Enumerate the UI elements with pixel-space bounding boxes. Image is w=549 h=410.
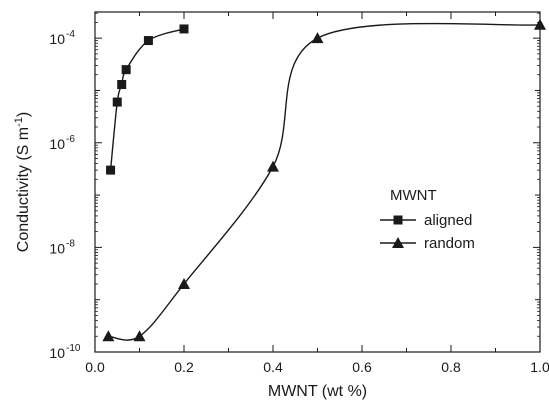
y-tick-base: 10 (49, 136, 65, 152)
y-tick-exponent: -6 (66, 134, 75, 145)
legend-title: MWNT (390, 187, 437, 204)
y-tick-label: 10 (49, 240, 65, 256)
marker-random (178, 277, 190, 289)
x-tick-label: 0.0 (85, 359, 105, 375)
marker-random (102, 330, 115, 342)
marker-random (133, 330, 146, 342)
fit-curves (108, 22, 541, 341)
x-tick-label: 0.4 (263, 359, 283, 375)
plot-frame (94, 11, 541, 353)
y-tick-base: 10 (49, 240, 65, 256)
x-tick-label: 1.0 (530, 359, 549, 375)
marker-aligned (143, 36, 153, 46)
y-tick-exponent: -4 (66, 29, 75, 40)
data-markers (102, 18, 546, 342)
marker-random (267, 160, 279, 172)
marker-aligned (121, 65, 131, 75)
x-tick-label: 0.8 (441, 359, 461, 375)
y-axis-title-main: Conductivity (S m (15, 127, 32, 252)
y-tick-exponent: -8 (66, 238, 75, 249)
y-axis-title-exponent: -1 (13, 117, 25, 127)
x-tick-label: 0.2 (174, 359, 194, 375)
y-tick-label: 10 (49, 345, 65, 361)
y-tick-exponent: -10 (66, 343, 81, 354)
marker-aligned (117, 80, 127, 90)
marker-aligned (179, 24, 189, 34)
y-tick-base: 10 (49, 31, 65, 47)
x-axis-title: MWNT (wt %) (268, 383, 367, 400)
marker-aligned (112, 97, 122, 107)
legend-label-random: random (424, 235, 475, 252)
x-tick-label: 0.6 (352, 359, 372, 375)
legend-label-aligned: aligned (424, 212, 472, 229)
marker-random (534, 18, 546, 30)
marker-aligned (106, 165, 116, 175)
y-axis-title: Conductivity (S m-1) (13, 112, 32, 252)
legend-marker-aligned (393, 215, 403, 225)
y-tick-label: 10 (49, 31, 65, 47)
marker-random (311, 32, 324, 44)
series-curve-random (108, 22, 541, 341)
legend-marker-random (392, 237, 404, 248)
legend: MWNT aligned random (380, 187, 475, 252)
y-axis-title-close: ) (15, 112, 32, 117)
y-tick-base: 10 (49, 345, 65, 361)
y-tick-label: 10 (49, 136, 65, 152)
